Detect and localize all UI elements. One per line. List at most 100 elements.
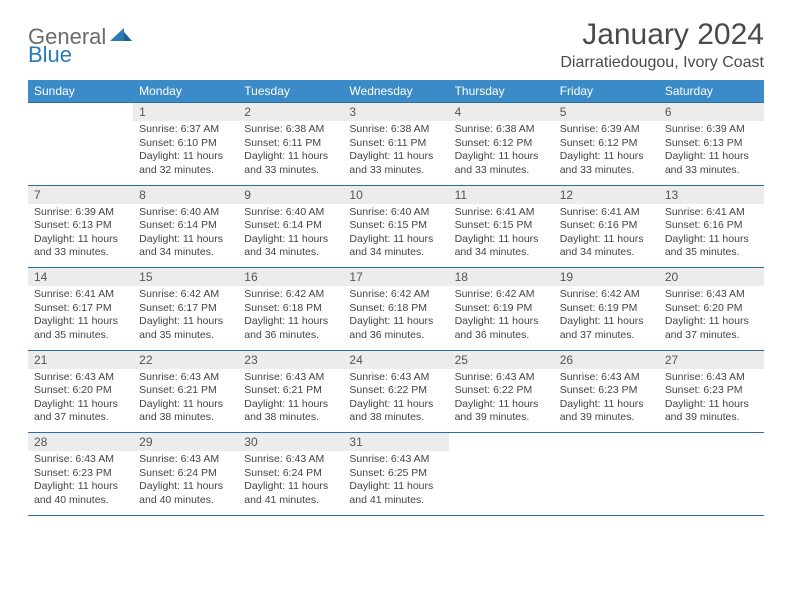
day-content-cell: Sunrise: 6:42 AMSunset: 6:17 PMDaylight:… <box>133 286 238 350</box>
sunset-line: Sunset: 6:23 PM <box>34 467 127 481</box>
day-content-cell <box>449 451 554 515</box>
day-number-cell: 14 <box>28 268 133 287</box>
sunset-line: Sunset: 6:22 PM <box>349 384 442 398</box>
sunrise-line: Sunrise: 6:40 AM <box>244 206 337 220</box>
daylight-line: Daylight: 11 hours and 33 minutes. <box>665 150 758 177</box>
daylight-line: Daylight: 11 hours and 33 minutes. <box>455 150 548 177</box>
daylight-line: Daylight: 11 hours and 34 minutes. <box>244 233 337 260</box>
day-number-cell: 11 <box>449 185 554 204</box>
day-number-row: 78910111213 <box>28 185 764 204</box>
sunset-line: Sunset: 6:14 PM <box>244 219 337 233</box>
sunset-line: Sunset: 6:11 PM <box>349 137 442 151</box>
day-content-cell: Sunrise: 6:38 AMSunset: 6:12 PMDaylight:… <box>449 121 554 185</box>
day-number-cell: 30 <box>238 433 343 452</box>
day-number-cell: 19 <box>554 268 659 287</box>
day-content-row: Sunrise: 6:43 AM Sunset: 6:23 PM Daylight:… <box>28 451 764 515</box>
day-content-cell: Sunrise: 6:43 AMSunset: 6:21 PMDaylight:… <box>238 369 343 433</box>
day-number-cell: 25 <box>449 350 554 369</box>
day-content-cell: Sunrise: 6:43 AMSunset: 6:21 PMDaylight:… <box>133 369 238 433</box>
day-content-cell: Sunrise: 6:43 AMSunset: 6:23 PMDaylight:… <box>554 369 659 433</box>
daylight-line: Daylight: 11 hours and 33 minutes. <box>34 233 127 260</box>
weekday-header-row: SundayMondayTuesdayWednesdayThursdayFrid… <box>28 80 764 103</box>
daylight-line: Daylight: 11 hours and 33 minutes. <box>244 150 337 177</box>
daylight-line: Daylight: 11 hours and 38 minutes. <box>244 398 337 425</box>
day-number-cell: 21 <box>28 350 133 369</box>
day-number-cell: 4 <box>449 103 554 122</box>
header: General January 2024 Diarratiedougou, Iv… <box>28 18 764 72</box>
sunrise-line: Sunrise: 6:42 AM <box>560 288 653 302</box>
sunset-line: Sunset: 6:19 PM <box>560 302 653 316</box>
sunset-line: Sunset: 6:13 PM <box>665 137 758 151</box>
sunrise-line: Sunrise: 6:41 AM <box>455 206 548 220</box>
sunrise-line: Sunrise: 6:43 AM <box>244 453 337 467</box>
day-content-cell: Sunrise: 6:40 AMSunset: 6:15 PMDaylight:… <box>343 204 448 268</box>
sunset-line: Sunset: 6:18 PM <box>244 302 337 316</box>
daylight-line: Daylight: 11 hours and 36 minutes. <box>244 315 337 342</box>
day-content-cell: Sunrise: 6:38 AMSunset: 6:11 PMDaylight:… <box>238 121 343 185</box>
day-content-cell: Sunrise: 6:43 AMSunset: 6:22 PMDaylight:… <box>449 369 554 433</box>
daylight-line: Daylight: 11 hours and 33 minutes. <box>349 150 442 177</box>
sunset-line: Sunset: 6:20 PM <box>34 384 127 398</box>
sunrise-line: Sunrise: 6:42 AM <box>139 288 232 302</box>
daylight-line: Daylight: 11 hours and 35 minutes. <box>139 315 232 342</box>
daylight-line: Daylight: 11 hours and 39 minutes. <box>455 398 548 425</box>
day-number-cell: 7 <box>28 185 133 204</box>
sunrise-line: Sunrise: 6:40 AM <box>349 206 442 220</box>
sunset-line: Sunset: 6:16 PM <box>665 219 758 233</box>
sunset-line: Sunset: 6:19 PM <box>455 302 548 316</box>
sunset-line: Sunset: 6:15 PM <box>455 219 548 233</box>
sunrise-line: Sunrise: 6:41 AM <box>665 206 758 220</box>
day-number-cell: 26 <box>554 350 659 369</box>
sunrise-line: Sunrise: 6:43 AM <box>349 453 442 467</box>
calendar-table: SundayMondayTuesdayWednesdayThursdayFrid… <box>28 80 764 516</box>
sunset-line: Sunset: 6:12 PM <box>560 137 653 151</box>
day-content-row: Sunrise: 6:39 AMSunset: 6:13 PMDaylight:… <box>28 204 764 268</box>
day-content-row: Sunrise: 6:43 AM Sunset: 6:20 PM Daylight:… <box>28 369 764 433</box>
daylight-line: Daylight: 11 hours and 41 minutes. <box>244 480 337 507</box>
day-content-cell: Sunrise: 6:41 AMSunset: 6:16 PMDaylight:… <box>659 204 764 268</box>
day-content-row: Sunrise: 6:37 AMSunset: 6:10 PMDaylight:… <box>28 121 764 185</box>
sunset-line: Sunset: 6:24 PM <box>244 467 337 481</box>
sunrise-line: Sunrise: 6:42 AM <box>349 288 442 302</box>
month-title: January 2024 <box>560 18 764 52</box>
sunset-line: Sunset: 6:18 PM <box>349 302 442 316</box>
sunrise-line: Sunrise: 6:43 AM <box>139 453 232 467</box>
sunrise-line: Sunrise: 6:43 AM <box>665 371 758 385</box>
sunrise-line: Sunrise: 6:43 AM <box>665 288 758 302</box>
sunrise-line: Sunrise: 6:39 AM <box>560 123 653 137</box>
sunset-line: Sunset: 6:17 PM <box>34 302 127 316</box>
day-number-cell: 16 <box>238 268 343 287</box>
daylight-line: Daylight: 11 hours and 34 minutes. <box>455 233 548 260</box>
day-number-cell: 31 <box>343 433 448 452</box>
day-number-row: 14151617181920 <box>28 268 764 287</box>
logo-triangle-icon <box>110 26 132 49</box>
day-number-cell: 10 <box>343 185 448 204</box>
daylight-line: Daylight: 11 hours and 35 minutes. <box>34 315 127 342</box>
day-content-cell: Sunrise: 6:43 AMSunset: 6:23 PMDaylight:… <box>659 369 764 433</box>
day-content-cell: Sunrise: 6:39 AMSunset: 6:12 PMDaylight:… <box>554 121 659 185</box>
sunrise-line: Sunrise: 6:42 AM <box>244 288 337 302</box>
day-content-cell <box>554 451 659 515</box>
sunrise-line: Sunrise: 6:41 AM <box>34 288 127 302</box>
day-content-cell: Sunrise: 6:43 AMSunset: 6:23 PMDaylight:… <box>28 451 133 515</box>
sunrise-line: Sunrise: 6:38 AM <box>244 123 337 137</box>
sunrise-line: Sunrise: 6:38 AM <box>455 123 548 137</box>
weekday-header: Thursday <box>449 80 554 103</box>
sunrise-line: Sunrise: 6:38 AM <box>349 123 442 137</box>
daylight-line: Daylight: 11 hours and 36 minutes. <box>455 315 548 342</box>
day-content-cell: Sunrise: 6:39 AMSunset: 6:13 PMDaylight:… <box>659 121 764 185</box>
sunset-line: Sunset: 6:12 PM <box>455 137 548 151</box>
location-label: Diarratiedougou, Ivory Coast <box>560 54 764 72</box>
sunset-line: Sunset: 6:13 PM <box>34 219 127 233</box>
day-content-cell: Sunrise: 6:42 AMSunset: 6:18 PMDaylight:… <box>343 286 448 350</box>
day-number-cell: 12 <box>554 185 659 204</box>
day-number-row: 28293031 <box>28 433 764 452</box>
day-number-cell <box>659 433 764 452</box>
weekday-header: Wednesday <box>343 80 448 103</box>
day-content-cell: Sunrise: 6:42 AMSunset: 6:18 PMDaylight:… <box>238 286 343 350</box>
weekday-header: Monday <box>133 80 238 103</box>
sunrise-line: Sunrise: 6:39 AM <box>34 206 127 220</box>
daylight-line: Daylight: 11 hours and 33 minutes. <box>560 150 653 177</box>
day-number-cell: 5 <box>554 103 659 122</box>
sunrise-line: Sunrise: 6:39 AM <box>665 123 758 137</box>
